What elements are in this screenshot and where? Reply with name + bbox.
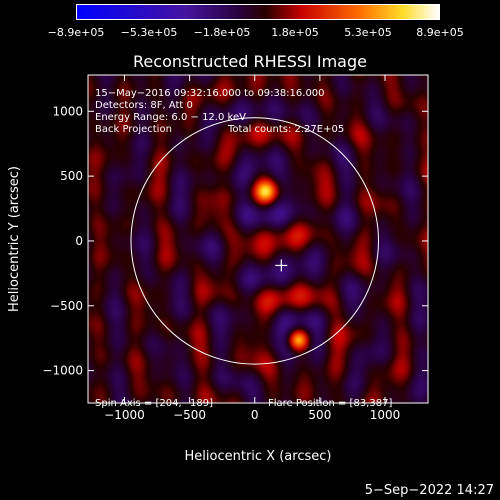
solar-limb bbox=[130, 117, 379, 365]
plot-frame bbox=[87, 74, 429, 404]
time-range-text: 15−May−2016 09:32:16.000 to 09:38:16.000 bbox=[95, 88, 325, 99]
x-tick-label: −1000 bbox=[104, 408, 145, 422]
colorbar-tick-label: −1.8e+05 bbox=[193, 26, 251, 39]
x-axis-label: Heliocentric X (arcsec) bbox=[185, 449, 332, 464]
y-tick-label: −500 bbox=[50, 299, 83, 313]
x-tick-label: 500 bbox=[308, 408, 331, 422]
colorbar-tick-label: 5.3e+05 bbox=[344, 26, 392, 39]
x-tick-label: 1000 bbox=[370, 408, 401, 422]
axes: −1000 −500 0 500 1000 −1000 −500 0 500 1000 bbox=[42, 74, 429, 422]
y-tick-label: 500 bbox=[60, 169, 83, 183]
y-tick-label: 1000 bbox=[52, 104, 83, 118]
y-tick-label: −1000 bbox=[42, 364, 83, 378]
method-text: Back Projection bbox=[95, 124, 172, 135]
y-tick-label: 0 bbox=[75, 234, 83, 248]
x-tick-label: −500 bbox=[173, 408, 206, 422]
detectors-text: Detectors: 8F, Att 0 bbox=[95, 100, 193, 111]
total-counts-text: Total counts: 2.27E+05 bbox=[228, 124, 345, 135]
energy-range-text: Energy Range: 6.0 − 12.0 keV bbox=[95, 112, 246, 123]
flare-position-text: Flare Position = [83,387] bbox=[268, 398, 393, 409]
y-axis-label: Heliocentric Y (arcsec) bbox=[7, 166, 22, 312]
timestamp: 5−Sep−2022 14:27 bbox=[364, 483, 494, 498]
colorbar bbox=[76, 4, 440, 20]
spin-axis-text: Spin Axis = [204,−189] bbox=[95, 398, 214, 409]
colorbar-tick-label: 8.9e+05 bbox=[416, 26, 464, 39]
x-tick-label: 0 bbox=[251, 408, 259, 422]
colorbar-tick-label: 1.8e+05 bbox=[271, 26, 319, 39]
rhessi-image bbox=[88, 75, 428, 403]
colorbar-tick-label: −8.9e+05 bbox=[47, 26, 105, 39]
chart-title: Reconstructed RHESSI Image bbox=[133, 52, 367, 71]
colorbar-tick-label: −5.3e+05 bbox=[120, 26, 178, 39]
